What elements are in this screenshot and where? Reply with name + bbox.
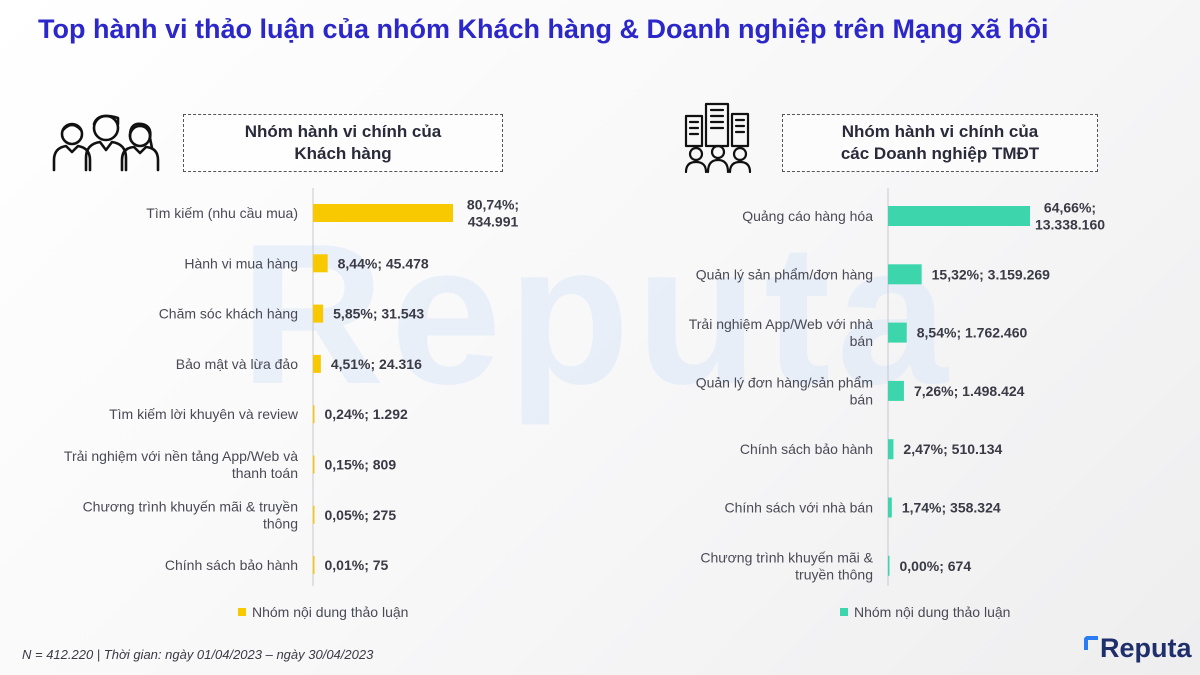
- customers-data-label: 80,74%;: [467, 197, 519, 213]
- businesses-data-label: 15,32%; 3.159.269: [932, 266, 1051, 282]
- customers-legend-label: Nhóm nội dung thảo luận: [252, 604, 409, 620]
- businesses-category-label: bán: [850, 333, 873, 349]
- customers-title-line-2: Khách hàng: [294, 144, 392, 163]
- businesses-legend: Nhóm nội dung thảo luận: [840, 604, 1010, 620]
- businesses-category-label: Chính sách bảo hành: [740, 441, 873, 457]
- buildings-people-icon: [684, 102, 752, 174]
- customers-bar: [313, 556, 315, 575]
- businesses-category-label: Chính sách với nhà bán: [725, 500, 874, 516]
- customers-category-label: thông: [263, 515, 298, 531]
- businesses-bar: [888, 497, 892, 518]
- businesses-data-label: 7,26%; 1.498.424: [914, 383, 1025, 399]
- businesses-bar: [888, 439, 894, 460]
- customers-data-label: 434.991: [468, 214, 519, 230]
- customers-legend-swatch: [238, 608, 246, 616]
- businesses-legend-swatch: [840, 608, 848, 616]
- businesses-bar: [888, 380, 904, 401]
- footer-note: N = 412.220 | Thời gian: ngày 01/04/2023…: [22, 647, 374, 662]
- customers-category-label: Trải nghiệm với nền tảng App/Web và: [64, 448, 298, 464]
- businesses-data-label: 1,74%; 358.324: [902, 500, 1001, 516]
- customers-category-label: Hành vi mua hàng: [184, 255, 298, 271]
- customers-data-label: 0,01%; 75: [325, 557, 389, 573]
- businesses-bar-chart: Quảng cáo hàng hóa 64,66%;13.338.160 Quản …: [689, 188, 1105, 586]
- customers-bar-chart: Tìm kiếm (nhu cầu mua) 80,74%;434.991 Hành…: [64, 188, 519, 586]
- businesses-category-label: truyền thông: [795, 566, 873, 582]
- businesses-bar: [888, 555, 890, 576]
- businesses-legend-label: Nhóm nội dung thảo luận: [854, 604, 1011, 620]
- businesses-data-label: 13.338.160: [1035, 217, 1105, 233]
- customers-data-label: 0,15%; 809: [325, 457, 397, 473]
- customers-bar: [313, 204, 453, 222]
- businesses-category-label: Chương trình khuyến mãi &: [700, 549, 873, 565]
- businesses-title-line-1: Nhóm hành vi chính của: [841, 121, 1039, 141]
- businesses-data-label: 0,00%; 674: [900, 558, 972, 574]
- customers-category-label: Bảo mật và lừa đảo: [176, 356, 298, 372]
- businesses-panel: Nhóm hành vi chính của các Doanh nghiệp …: [600, 100, 1200, 630]
- customers-header-box: Nhóm hành vi chính của Khách hàng: [183, 114, 503, 172]
- customers-panel: Nhóm hành vi chính của Khách hàng Tìm ki…: [0, 100, 590, 630]
- customers-bar: [313, 354, 321, 373]
- customers-bar: [313, 405, 315, 424]
- customers-category-label: thanh toán: [232, 465, 298, 481]
- customers-category-label: Chính sách bảo hành: [165, 557, 298, 573]
- customers-data-label: 5,85%; 31.543: [333, 306, 424, 322]
- customers-legend: Nhóm nội dung thảo luận: [238, 604, 408, 620]
- businesses-bar: [888, 322, 907, 343]
- businesses-bar: [888, 206, 1030, 226]
- businesses-bar: [888, 264, 922, 285]
- businesses-data-label: 8,54%; 1.762.460: [917, 325, 1028, 341]
- page-title: Top hành vi thảo luận của nhóm Khách hàn…: [38, 14, 1049, 44]
- brand-logo-icon: [1084, 636, 1098, 650]
- customers-category-label: Chăm sóc khách hàng: [159, 306, 298, 322]
- customers-bar: [313, 455, 315, 474]
- businesses-category-label: Quản lý sản phẩm/đơn hàng: [696, 266, 873, 282]
- customers-category-label: Tìm kiếm (nhu cầu mua): [146, 205, 298, 221]
- businesses-title-line-2: các Doanh nghiệp TMĐT: [840, 144, 1040, 163]
- brand-name: Reputa: [1100, 633, 1192, 663]
- people-group-icon: [52, 114, 160, 172]
- customers-bar: [313, 254, 328, 273]
- customers-data-label: 8,44%; 45.478: [338, 255, 429, 271]
- customers-data-label: 4,51%; 24.316: [331, 356, 422, 372]
- businesses-category-label: Quản lý đơn hàng/sản phẩm: [696, 374, 873, 390]
- customers-data-label: 0,05%; 275: [325, 507, 397, 523]
- customers-title-line-1: Nhóm hành vi chính của: [244, 121, 442, 141]
- businesses-header-box: Nhóm hành vi chính của các Doanh nghiệp …: [782, 114, 1098, 172]
- customers-bar: [313, 505, 315, 524]
- customers-bar: [313, 304, 324, 323]
- customers-category-label: Tìm kiếm lời khuyên và review: [109, 406, 299, 422]
- businesses-category-label: bán: [850, 391, 873, 407]
- customers-category-label: Chương trình khuyến mãi & truyền: [83, 498, 298, 514]
- businesses-category-label: Quảng cáo hàng hóa: [742, 208, 873, 224]
- businesses-data-label: 64,66%;: [1044, 200, 1096, 216]
- customers-data-label: 0,24%; 1.292: [325, 406, 408, 422]
- watermark: Reputa: [240, 203, 954, 426]
- businesses-category-label: Trải nghiệm App/Web với nhà: [689, 316, 873, 332]
- businesses-data-label: 2,47%; 510.134: [903, 441, 1002, 457]
